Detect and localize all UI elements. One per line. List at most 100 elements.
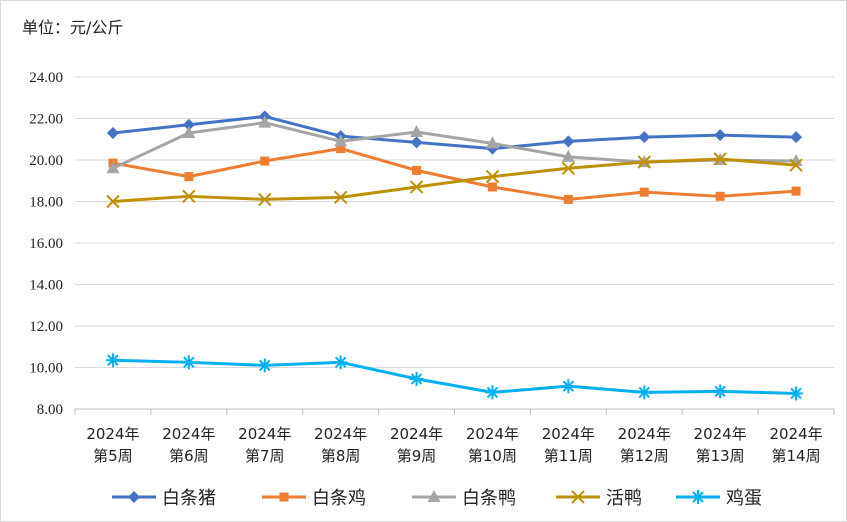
data-point [412,165,422,175]
data-point [713,384,728,399]
y-tick-label: 8.00 [37,402,63,418]
x-tick-label: 2024年 [618,425,671,443]
data-point [638,131,651,144]
data-point [637,155,651,169]
data-point [409,371,424,386]
x-tick-label: 2024年 [542,425,595,443]
data-point [333,190,348,205]
legend-entry: 白条鸭 [412,488,516,509]
series-line [112,147,797,201]
data-point [639,187,649,197]
data-point [182,189,196,204]
series-lines [105,110,804,401]
data-point [106,194,120,209]
y-tick-label: 14.00 [29,278,63,294]
y-tick-label: 22.00 [29,112,63,128]
data-point [182,118,195,131]
data-point [257,358,272,373]
legend-label: 白条鸡 [312,488,366,509]
data-point [485,136,499,149]
legend: 白条猪 白条鸡 白条鸭 活鸭 鸡蛋 [112,488,762,509]
data-point [562,135,575,148]
data-point [789,386,804,401]
series-line [112,358,797,395]
data-point [181,355,196,370]
data-point [790,131,803,144]
data-point [691,490,705,504]
data-point [789,158,803,172]
data-point [485,169,500,184]
series-line [112,157,797,203]
x-tick-label: 2024年 [86,425,139,443]
x-tick-label: 2024年 [314,425,367,443]
y-tick-label: 12.00 [29,319,63,335]
y-tick-label: 18.00 [29,195,63,211]
data-point [184,172,194,182]
data-point [279,492,289,502]
data-point [258,115,272,128]
data-point [336,144,346,154]
data-point [410,124,424,137]
x-tick-label: 第10周 [468,447,517,465]
y-tick-label: 10.00 [29,361,63,377]
data-point [561,149,575,162]
data-point [637,385,652,400]
data-point [409,180,424,194]
data-point [128,491,140,503]
data-point [713,152,727,166]
series-3 [106,152,803,209]
data-point [714,129,727,142]
data-point [487,182,497,192]
x-tick-label: 第5周 [93,447,133,465]
data-point [410,136,423,149]
legend-entry: 白条鸡 [262,488,366,509]
data-point [106,127,119,140]
legend-entry: 活鸭 [556,488,642,509]
series-1 [108,144,801,204]
legend-label: 活鸭 [606,488,642,509]
data-point [563,194,573,204]
data-point [258,192,272,207]
legend-entry: 白条猪 [112,488,216,509]
x-tick-label: 2024年 [162,425,215,443]
data-point [260,156,270,166]
y-tick-label: 16.00 [29,236,63,252]
data-point [182,126,196,139]
x-tick-label: 第9周 [397,447,437,465]
data-point [715,191,725,201]
data-point [571,490,585,504]
x-tick-label: 第6周 [169,447,209,465]
unit-label: 单位：元/公斤 [22,18,124,37]
data-point [427,490,441,502]
gridlines [75,76,834,368]
legend-label: 白条鸭 [462,488,516,509]
x-tick-label: 2024年 [238,425,291,443]
y-axis: 8.00 10.00 12.00 14.00 16.00 18.00 20.00 22.00 2… [29,70,63,418]
data-point [561,379,576,394]
x-tick-label: 第11周 [544,447,593,465]
y-tick-label: 20.00 [29,153,63,169]
y-tick-label: 24.00 [29,70,63,86]
x-tick-label: 第7周 [245,447,285,465]
data-point [333,355,348,370]
x-tick-label: 第13周 [696,447,745,465]
data-point [561,161,576,176]
data-point [791,186,801,196]
series-0 [106,110,803,155]
x-tick-label: 第8周 [321,447,361,465]
series-4 [105,353,804,401]
data-point [334,134,348,147]
x-tick-label: 第12周 [620,447,669,465]
series-line [112,114,797,151]
data-point [485,385,500,400]
data-point [105,353,120,368]
x-tick-label: 2024年 [769,425,822,443]
legend-label: 白条猪 [162,488,216,509]
x-tick-label: 2024年 [390,425,443,443]
x-tick-label: 2024年 [466,425,519,443]
x-tick-label: 2024年 [694,425,747,443]
data-point [106,161,120,174]
x-tick-label: 第14周 [772,447,821,465]
